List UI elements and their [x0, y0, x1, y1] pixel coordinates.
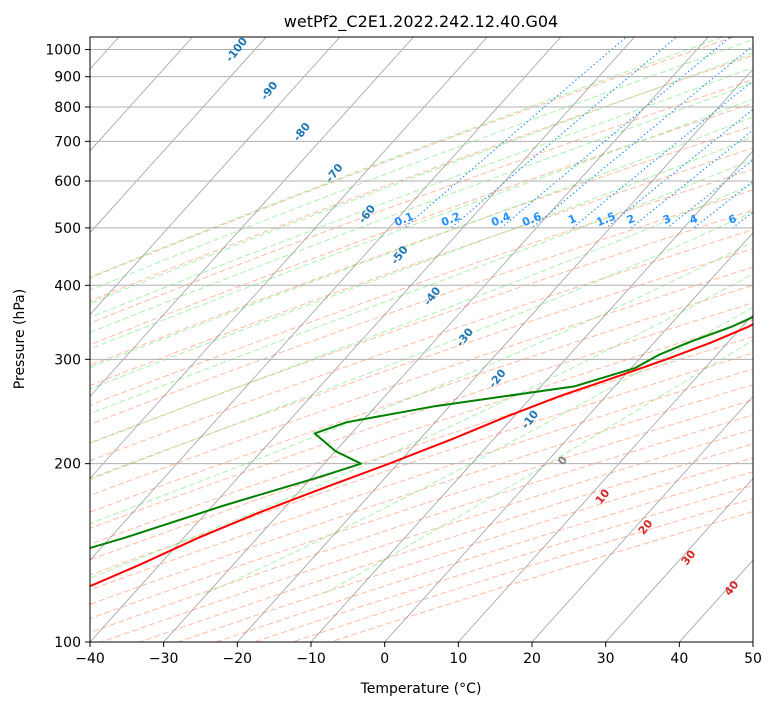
y-axis-label: Pressure (hPa)	[12, 289, 28, 389]
dry-adiabat-line	[90, 37, 735, 279]
moist-adiabat-line	[90, 38, 753, 291]
isotherm-line	[90, 37, 635, 642]
dry-adiabat-line	[90, 209, 753, 444]
y-tick-label: 700	[54, 134, 81, 150]
y-tick-label: 800	[54, 100, 81, 116]
isotherm-line	[90, 37, 562, 561]
isotherm-line	[237, 68, 753, 642]
x-tick-label: −20	[223, 651, 253, 667]
isotherm-line	[384, 232, 753, 642]
moist-adiabat-line	[90, 82, 753, 334]
dry-adiabat-line	[90, 284, 753, 513]
mixing-ratio-line	[572, 80, 753, 229]
mixing-ratio-line	[450, 37, 678, 229]
mixing-ratio-label: 2	[625, 212, 637, 227]
dry-adiabat-line	[252, 484, 753, 642]
x-tick-label: −30	[149, 651, 179, 667]
dry-adiabat-line	[90, 352, 753, 576]
plot-frame	[89, 36, 754, 643]
dry-adiabat-line	[90, 319, 753, 545]
y-tick-label: 100	[54, 635, 81, 651]
y-tick-label: 500	[54, 221, 81, 237]
isotherm-line	[90, 37, 193, 152]
isotherm-line	[605, 477, 753, 642]
x-tick-label: 20	[523, 651, 541, 667]
dry-adiabat-line	[100, 428, 753, 642]
pressure-gridlines	[90, 49, 753, 642]
mixing-ratio-lines	[403, 37, 753, 229]
temperature-profile	[90, 323, 753, 588]
isotherm-line	[90, 37, 267, 234]
mixing-ratio-label: 3	[661, 212, 673, 227]
y-axis-ticks: 100 200 300 400 500 600 700 800 900 1000	[45, 43, 90, 651]
isotherm-line	[310, 150, 753, 642]
isotherm-line	[163, 37, 709, 642]
isotherm-line	[90, 37, 414, 398]
mixing-ratio-label: 1	[566, 212, 578, 227]
mixing-ratio-line	[531, 44, 753, 229]
dry-adiabat-line	[90, 125, 753, 367]
isotherms	[90, 37, 753, 642]
dry-adiabat-line	[90, 368, 753, 591]
moist-adiabat-line	[90, 136, 753, 390]
x-tick-label: 0	[380, 651, 389, 667]
mixing-ratio-line	[403, 37, 628, 229]
moist-adiabat-line	[90, 98, 753, 350]
moist-adiabat-line	[201, 306, 753, 596]
x-tick-label: 50	[744, 651, 762, 667]
mixing-ratio-line	[500, 37, 732, 229]
x-axis-ticks: −40 −30 −20 −10 0 10 20 30 40 50	[75, 642, 762, 667]
dry-adiabat-line	[90, 102, 753, 346]
moist-adiabat-line	[90, 241, 753, 525]
moist-adiabat-line	[90, 52, 753, 305]
dry-adiabat-line	[90, 414, 753, 634]
x-tick-label: 10	[449, 651, 467, 667]
y-tick-label: 400	[54, 278, 81, 294]
isotherm-line	[458, 313, 753, 642]
isotherm-line	[90, 37, 488, 479]
x-tick-label: 40	[670, 651, 688, 667]
chart-title: wetPf2_C2E1.2022.242.12.40.G04	[284, 12, 558, 32]
sounding-series	[90, 315, 753, 588]
moist-adiabat-line	[90, 158, 753, 415]
y-tick-label: 200	[54, 457, 81, 473]
isotherm-line	[90, 37, 341, 316]
dewpoint-profile	[90, 315, 753, 550]
y-tick-label: 1000	[45, 43, 81, 59]
dry-adiabat-line	[90, 54, 753, 302]
y-tick-label: 900	[54, 70, 81, 86]
x-tick-label: −10	[296, 651, 326, 667]
x-tick-label: −40	[75, 651, 105, 667]
moist-adiabat-line	[90, 116, 753, 369]
dry-adiabat-line	[90, 168, 753, 406]
dry-adiabat-line	[214, 471, 753, 642]
moist-adiabat-line	[90, 183, 753, 445]
x-tick-label: 30	[597, 651, 615, 667]
isotherm-line	[531, 395, 753, 642]
y-tick-label: 300	[54, 352, 81, 368]
y-tick-label: 600	[54, 174, 81, 190]
x-axis-label: Temperature (°C)	[360, 681, 482, 697]
dry-adiabat-line	[90, 248, 753, 479]
